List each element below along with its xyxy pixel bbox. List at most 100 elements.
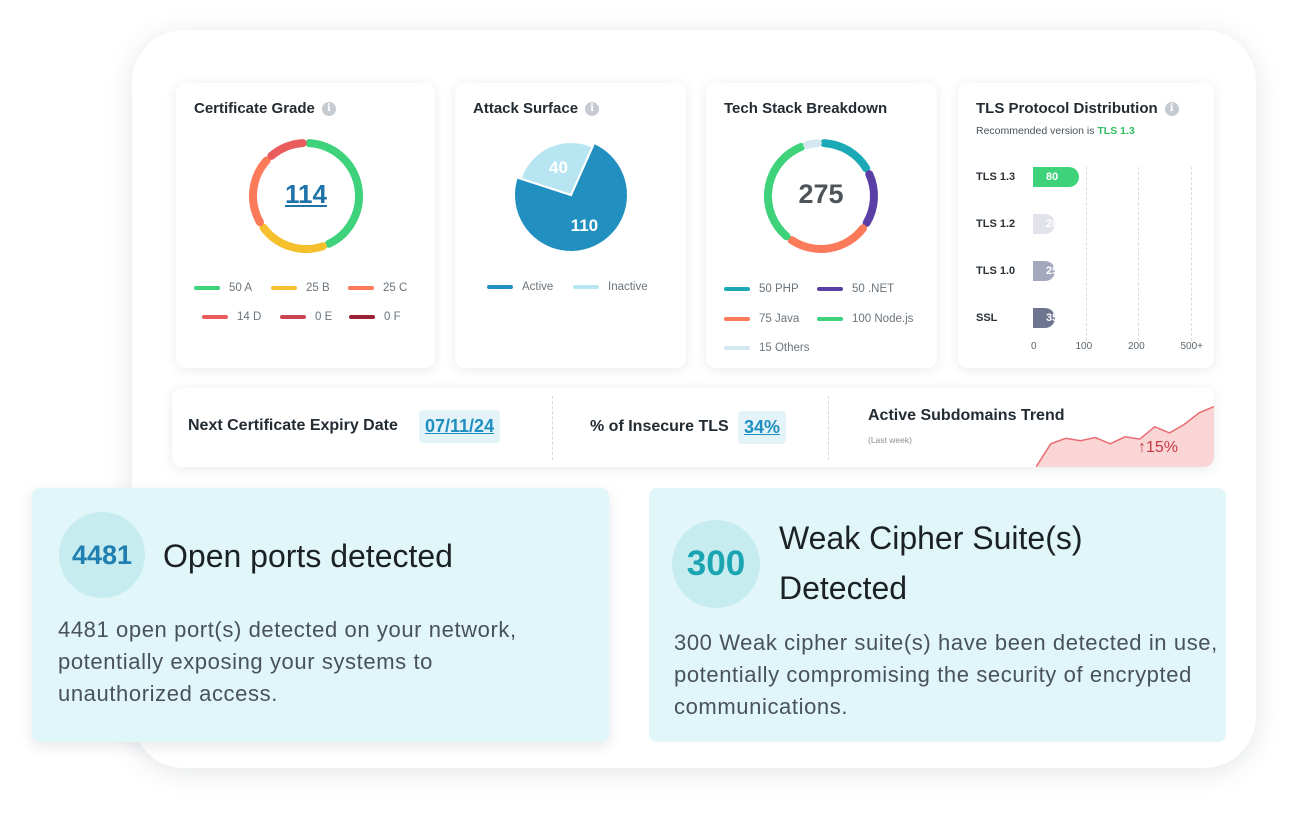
grade-segment-c[interactable] xyxy=(249,156,271,227)
certificate-grade-donut xyxy=(249,139,363,253)
legend-label: 50 .NET xyxy=(852,283,895,295)
legend-swatch xyxy=(280,315,306,319)
tls-bar-tls13[interactable]: 80 xyxy=(1033,167,1079,187)
tech-stack-card: Tech Stack Breakdown 275 50 PHP 50 .NET … xyxy=(706,83,937,368)
tls-gridline xyxy=(1190,167,1192,341)
tech-stack-title: Tech Stack Breakdown xyxy=(724,100,887,117)
legend-label: 25 C xyxy=(383,282,408,294)
tech-segment-php[interactable] xyxy=(820,139,871,173)
legend-item-inactive: Inactive xyxy=(573,281,648,293)
legend-swatch xyxy=(724,287,750,291)
certificate-grade-legend: 50 A 25 B 25 C 14 D 0 E 0 F xyxy=(194,282,434,332)
certificate-grade-title-text: Certificate Grade xyxy=(194,100,315,117)
tls-xtick-label: 500+ xyxy=(1180,341,1204,352)
legend-swatch xyxy=(271,286,297,290)
weak-cipher-title-line1: Weak Cipher Suite(s) xyxy=(779,520,1083,556)
legend-swatch xyxy=(817,287,843,291)
legend-swatch xyxy=(573,285,599,289)
tls-distribution-card: TLS Protocol Distribution i Recommended … xyxy=(958,83,1214,368)
legend-label: 50 PHP xyxy=(759,283,799,295)
attack-slice-active[interactable] xyxy=(513,141,629,253)
tls-bar-chart: 0 100 200 500+ TLS 1.3 80 TLS 1.2 20 TLS 1.0 25 SS… xyxy=(958,83,1214,368)
certificate-grade-total[interactable]: 114 xyxy=(285,179,327,209)
tls-recommended-note: Recommended version is TLS 1.3 xyxy=(976,125,1135,137)
weak-cipher-count-badge: 300 xyxy=(672,520,760,608)
tls-xtick-label: 200 xyxy=(1128,341,1145,352)
legend-item-grade-f: 0 F xyxy=(349,311,401,323)
grade-segment-a[interactable] xyxy=(305,139,363,248)
legend-label: 0 E xyxy=(315,311,333,323)
grade-segment-b[interactable] xyxy=(259,223,327,253)
tech-stack-donut xyxy=(764,139,878,253)
legend-item-grade-c: 25 C xyxy=(348,282,407,294)
legend-swatch xyxy=(724,317,750,321)
weak-cipher-description: 300 Weak cipher suite(s) have been detec… xyxy=(674,630,1218,719)
legend-label: 75 Java xyxy=(759,313,800,325)
tech-stack-total: 275 xyxy=(798,179,844,209)
legend-label: 50 A xyxy=(229,282,253,294)
weak-cipher-title-line2: Detected xyxy=(779,570,908,606)
attack-surface-legend: Active Inactive xyxy=(487,281,677,301)
open-ports-count-badge: 4481 xyxy=(59,512,145,598)
stats-divider xyxy=(828,396,829,460)
tech-segment-java[interactable] xyxy=(787,224,867,253)
legend-swatch xyxy=(817,317,843,321)
tls-distribution-title: TLS Protocol Distribution i xyxy=(976,100,1179,117)
certificate-grade-card: Certificate Grade i 114 50 A 25 B 25 C 1… xyxy=(176,83,435,368)
weak-cipher-card: 300 Weak Cipher Suite(s) Detected 300 We… xyxy=(649,488,1226,742)
tls-recommended-prefix: Recommended version is xyxy=(976,125,1095,137)
legend-label: 25 B xyxy=(306,282,330,294)
subdomains-trend-sublabel: (Last week) xyxy=(868,435,912,445)
info-icon[interactable]: i xyxy=(585,101,600,116)
subdomains-trend-change: ↑15% xyxy=(1138,439,1179,456)
expiry-date-value[interactable]: 07/11/24 xyxy=(419,410,501,443)
expiry-date-label: Next Certificate Expiry Date xyxy=(188,417,398,434)
legend-swatch xyxy=(724,346,750,350)
tls-distribution-title-text: TLS Protocol Distribution xyxy=(976,100,1158,117)
grade-segment-d[interactable] xyxy=(267,139,307,160)
tech-segment-nodejs[interactable] xyxy=(764,142,806,241)
attack-slice-label-active: 110 xyxy=(571,216,598,235)
certificate-grade-title: Certificate Grade i xyxy=(194,100,336,117)
tls-row-label: SSL xyxy=(976,312,998,324)
tech-segment-net[interactable] xyxy=(862,170,878,228)
stats-strip: Next Certificate Expiry Date 07/11/24 % … xyxy=(172,388,1214,467)
tls-gridline xyxy=(1138,167,1139,341)
legend-item-active: Active xyxy=(487,281,553,293)
legend-swatch xyxy=(194,286,220,290)
legend-item-java: 75 Java xyxy=(724,313,799,325)
legend-item-nodejs: 100 Node.js xyxy=(817,313,913,325)
info-icon[interactable]: i xyxy=(1164,101,1179,116)
legend-label: 100 Node.js xyxy=(852,313,914,325)
tech-stack-title-text: Tech Stack Breakdown xyxy=(724,100,888,117)
insecure-tls-label: % of Insecure TLS xyxy=(590,418,729,435)
tls-bar-ssl[interactable]: 35 xyxy=(1033,308,1058,328)
legend-swatch xyxy=(348,286,374,290)
legend-item-grade-d: 14 D xyxy=(202,311,261,323)
legend-label: 15 Others xyxy=(759,342,810,354)
legend-label: Active xyxy=(522,281,554,293)
open-ports-card: 4481 Open ports detected 4481 open port(… xyxy=(32,488,609,742)
legend-label: 0 F xyxy=(384,311,401,323)
attack-slice-label-inactive: 40 xyxy=(549,158,568,177)
tls-row-label: TLS 1.2 xyxy=(976,218,1016,230)
open-ports-description: 4481 open port(s) detected on your netwo… xyxy=(58,617,517,706)
attack-surface-title-text: Attack Surface xyxy=(473,100,579,117)
trend-line xyxy=(1036,405,1214,467)
subdomains-trend-chart xyxy=(1036,405,1214,467)
tls-xtick-label: 0 xyxy=(1031,341,1037,352)
legend-item-grade-b: 25 B xyxy=(271,282,330,294)
tls-row-label: TLS 1.0 xyxy=(976,265,1016,277)
tls-xtick-label: 100 xyxy=(1075,341,1093,352)
insecure-tls-value[interactable]: 34% xyxy=(738,411,787,444)
legend-item-grade-a: 50 A xyxy=(194,282,252,294)
tls-bar-tls12[interactable]: 20 xyxy=(1033,214,1058,234)
info-icon[interactable]: i xyxy=(321,101,336,116)
legend-label: Inactive xyxy=(608,281,648,293)
tech-segment-others[interactable] xyxy=(803,139,822,149)
legend-swatch xyxy=(349,315,375,319)
attack-slice-inactive[interactable] xyxy=(519,141,594,197)
attack-surface-title: Attack Surface i xyxy=(473,100,600,117)
tls-row-label: TLS 1.3 xyxy=(976,171,1016,183)
tls-bar-tls10[interactable]: 25 xyxy=(1033,261,1058,281)
